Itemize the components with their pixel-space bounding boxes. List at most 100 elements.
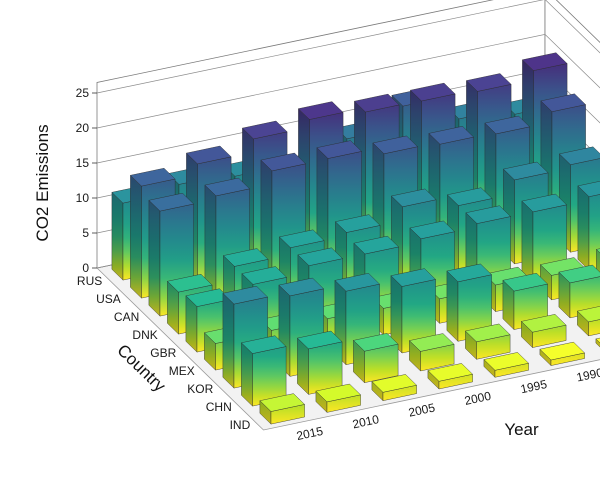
bar-GBR-1985 (521, 193, 568, 283)
bar-top-face (408, 333, 455, 352)
bar-top-face (260, 152, 307, 172)
bar-top-face (371, 374, 418, 393)
bar-top-face (502, 161, 549, 181)
year-tick-label: 2010 (351, 412, 380, 431)
bar-top-face (558, 146, 600, 165)
bar-top-face (129, 167, 176, 187)
bar-top-face (521, 193, 568, 213)
bar-top-face (409, 220, 456, 240)
bar-top-face (296, 330, 343, 350)
chart-bars (111, 52, 600, 425)
bar-top-face (520, 314, 567, 333)
bar-top-face (372, 135, 419, 155)
bar-top-face (465, 73, 512, 92)
year-tick-label: 1990 (575, 365, 600, 384)
bar-top-face (353, 93, 400, 113)
bar-top-face (222, 248, 269, 267)
bar-top-face (483, 352, 530, 371)
bar-top-face (278, 229, 325, 248)
bar-top-face (502, 272, 549, 292)
bar-top-face (446, 187, 493, 206)
x-axis-title: Year (504, 420, 539, 439)
bar-top-face (185, 145, 232, 165)
country-tick-label: CHN (206, 400, 232, 414)
z-axis-title: CO2 Emissions (33, 124, 52, 241)
bar-top-face (352, 333, 399, 352)
bar-top-face (315, 383, 362, 403)
bar-top-face (241, 266, 288, 285)
bar-CHN-2005 (352, 333, 399, 384)
bar-CHN-1985 (576, 306, 600, 337)
bar-top-face (297, 101, 344, 120)
bar-top-face (297, 247, 344, 266)
bar-IND-2005 (371, 374, 418, 402)
year-tick-label: 2015 (295, 424, 324, 443)
country-tick-label: USA (96, 292, 121, 306)
z-gridline (96, 0, 600, 94)
bar-top-face (316, 140, 363, 159)
bar-side-face (130, 174, 142, 299)
z-tick-label: 15 (76, 156, 90, 170)
z-tick-label: 25 (76, 86, 90, 100)
bar-top-face (595, 337, 600, 344)
bar-KOR-1995 (446, 263, 493, 342)
bar-top-face (278, 277, 325, 297)
bar-IND-1995 (483, 352, 530, 378)
bar-top-face (521, 52, 568, 71)
bar-IND-2010 (315, 383, 362, 413)
z-gridline (96, 34, 600, 129)
bar-top-face (464, 323, 511, 343)
bar-top-face (334, 273, 381, 292)
z-tick-label: 20 (76, 121, 90, 135)
year-tick-label: 1995 (519, 377, 548, 396)
country-tick-label: MEX (169, 364, 195, 378)
country-tick-label: CAN (114, 310, 139, 324)
z-tick-label: 5 (82, 226, 89, 240)
bar-top-face (577, 181, 600, 197)
bar-IND-1990 (539, 341, 586, 367)
bar-top-face (353, 235, 400, 255)
year-tick-label: 2000 (463, 389, 492, 408)
bar-top-face (204, 177, 251, 197)
bar-side-face (241, 342, 253, 407)
bar-top-face (334, 214, 381, 233)
bar-side-face (521, 200, 534, 283)
bar-IND-2000 (427, 363, 474, 390)
bar-top-face (259, 393, 306, 412)
country-tick-label: GBR (150, 346, 176, 360)
bar-side-face (148, 199, 161, 317)
bar-top-face (240, 335, 287, 354)
country-tick-label: DNK (132, 328, 157, 342)
bar-top-face (558, 264, 600, 284)
bar-top-face (539, 341, 586, 361)
bar-top-face (409, 82, 456, 102)
bar-side-face (222, 292, 235, 389)
bar-top-face (446, 263, 493, 283)
bar-CHN-1990 (520, 314, 567, 349)
bar-top-face (222, 285, 269, 305)
bar-side-face (595, 338, 600, 348)
z-tick-label: 10 (76, 191, 90, 205)
bar-CHN-2010 (296, 330, 343, 395)
country-tick-label: RUS (77, 274, 102, 288)
bar-top-face (484, 115, 531, 135)
chart-labels: 0510152025RUSUSACANDNKGBRMEXKORCHNIND198… (76, 86, 600, 443)
bar-top-face (595, 248, 600, 254)
bar-top-face (148, 192, 195, 212)
bar-top-face (390, 268, 437, 287)
bar-top-face (428, 126, 475, 145)
bar-top-face (390, 188, 437, 208)
bar-top-face (241, 120, 288, 140)
bar-CHN-2015 (240, 335, 287, 407)
bar-side-face (446, 270, 459, 342)
bar-top-face (427, 363, 474, 382)
bar-top-face (465, 205, 512, 224)
bar-KOR-1990 (502, 272, 549, 331)
z-tick-label: 0 (82, 261, 89, 275)
bar-IND-1985 (595, 337, 600, 348)
bar-side-face (577, 185, 590, 271)
bar-side-face (111, 191, 124, 281)
bar-KOR-2000 (390, 268, 437, 354)
year-tick-label: 2005 (407, 400, 436, 419)
